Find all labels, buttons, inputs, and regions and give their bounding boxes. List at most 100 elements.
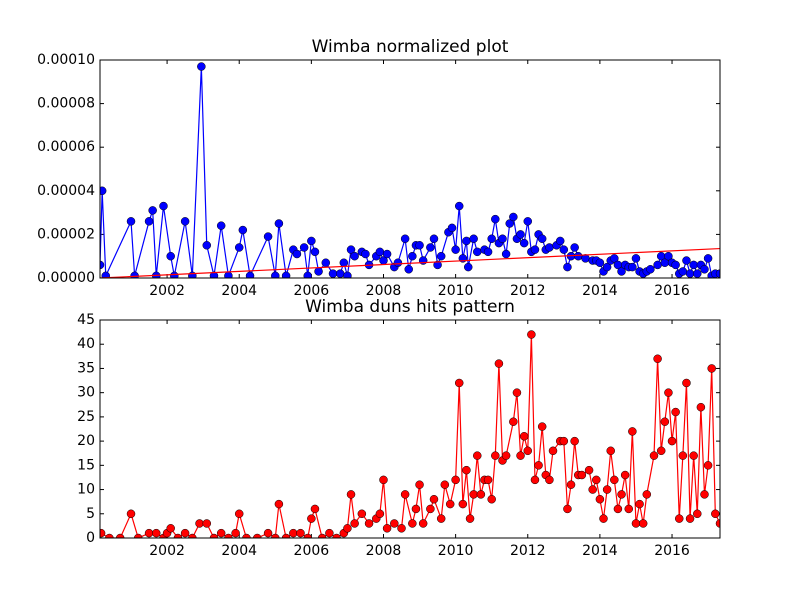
y-tick-label: 5 (86, 506, 95, 522)
point (415, 480, 424, 489)
point (674, 514, 684, 523)
point (242, 533, 251, 538)
point (682, 256, 691, 265)
point (537, 234, 547, 244)
subplot: Wimba duns hits pattern 0 5 10 15 20 25 30 35 40 4… (77, 297, 721, 559)
point (703, 254, 713, 263)
point (100, 528, 106, 538)
point (610, 475, 619, 485)
x-tick-label: 2016 (654, 283, 690, 299)
point (281, 533, 291, 538)
point (346, 245, 356, 254)
subplot: Wimba normalized plot 0.00000 0.00002 0.000… (37, 37, 721, 299)
point (462, 236, 471, 246)
point (173, 533, 183, 538)
point (613, 504, 623, 514)
point (642, 490, 652, 499)
point (379, 475, 388, 485)
point (202, 519, 212, 528)
point (440, 480, 450, 489)
point (595, 258, 605, 267)
point (382, 249, 392, 259)
point (447, 223, 457, 233)
point (487, 234, 496, 244)
point (307, 514, 316, 523)
point (530, 475, 540, 485)
chart-title: Wimba duns hits pattern (305, 297, 515, 317)
y-tick-label: 15 (77, 457, 95, 473)
point (271, 271, 280, 278)
point (599, 514, 608, 523)
point (433, 260, 442, 270)
point (700, 490, 709, 499)
point (310, 504, 320, 514)
point (238, 225, 248, 235)
y-tick-label: 40 (77, 336, 95, 352)
point (646, 265, 655, 274)
point (700, 265, 709, 274)
point (426, 504, 435, 514)
y-tick-label: 0.00010 (37, 52, 95, 68)
point (689, 260, 698, 270)
point (289, 528, 298, 538)
point (133, 533, 143, 538)
point (271, 533, 280, 538)
point (224, 533, 233, 538)
x-tick-label: 2006 (294, 283, 330, 299)
x-tick-label: 2014 (582, 543, 618, 559)
y-tick-label: 0.00006 (37, 139, 95, 155)
point (404, 265, 413, 274)
point (426, 243, 435, 252)
point (664, 251, 673, 261)
point (314, 267, 323, 276)
point (197, 62, 206, 71)
point (671, 407, 680, 417)
point (445, 499, 455, 509)
point (195, 519, 204, 528)
point (617, 490, 626, 499)
point (656, 446, 666, 456)
point (292, 249, 302, 259)
point (126, 217, 136, 226)
point (408, 519, 417, 528)
point (296, 528, 305, 538)
point (682, 378, 691, 388)
point (487, 494, 496, 504)
point (148, 206, 157, 215)
point (144, 217, 154, 226)
point (346, 490, 356, 499)
point (216, 528, 226, 538)
point (393, 258, 403, 267)
point (325, 528, 334, 538)
x-tick-label: 2008 (366, 543, 402, 559)
point (263, 528, 273, 538)
point (537, 422, 547, 431)
x-tick-label: 2012 (510, 283, 546, 299)
point (628, 427, 637, 436)
point (516, 230, 525, 239)
point (501, 249, 511, 259)
point (166, 251, 175, 261)
point (574, 251, 583, 261)
point (469, 234, 478, 244)
point (653, 354, 662, 364)
point (335, 269, 345, 278)
point (101, 271, 111, 278)
y-tick-label: 0.00004 (37, 183, 95, 199)
point (620, 470, 630, 480)
point (678, 267, 688, 276)
point (245, 271, 255, 278)
point (498, 234, 507, 244)
y-tick-label: 10 (77, 482, 95, 498)
point (570, 243, 579, 252)
point (209, 533, 219, 538)
point (685, 514, 695, 523)
x-tick-label: 2004 (221, 543, 257, 559)
point (592, 475, 601, 485)
point (628, 262, 637, 272)
x-tick-label: 2002 (149, 543, 185, 559)
point (548, 446, 558, 456)
point (100, 186, 107, 196)
